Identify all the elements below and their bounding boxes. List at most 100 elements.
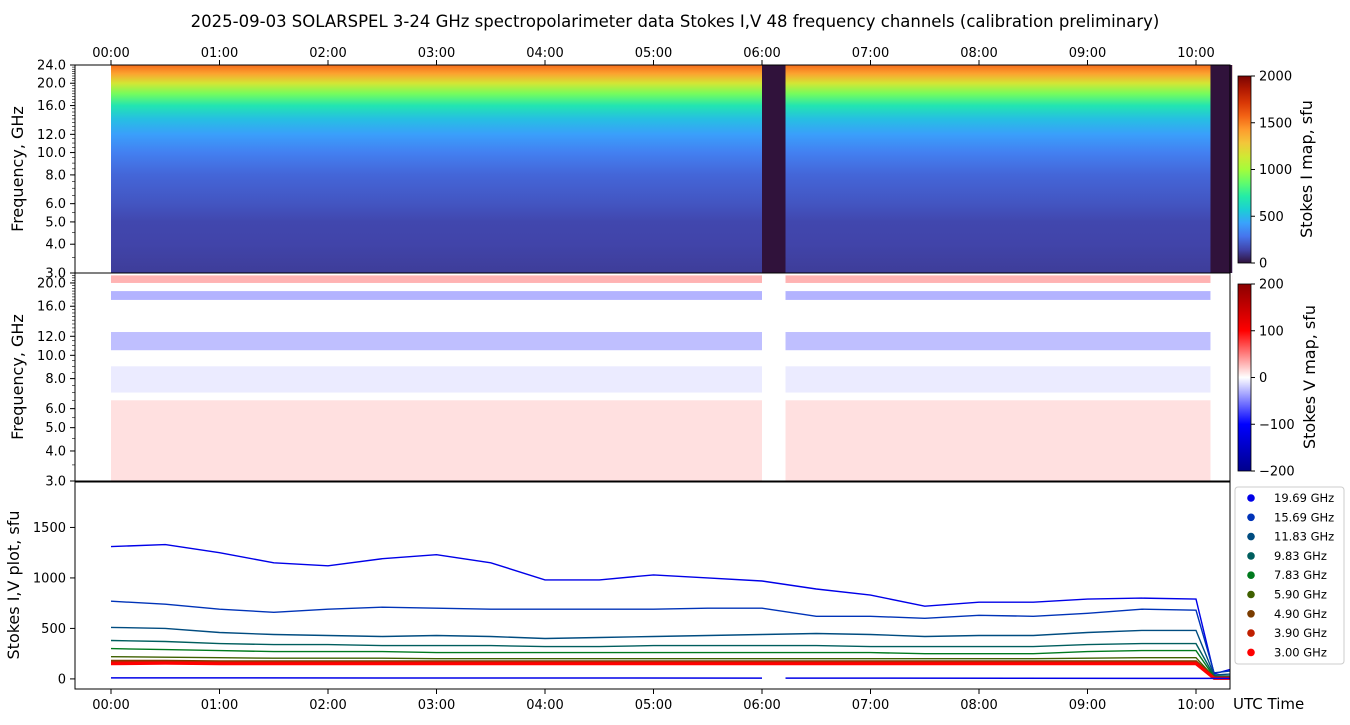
line-plot-ylabel: Stokes I,V plot, sfu — [4, 511, 23, 660]
stokes-line-plot-panel: 0 500 1000 1500 00:00 01:00 02:00 03:00 04:00 05… — [4, 481, 1304, 713]
stokes-i-colorbar-ticks: 0 500 1000 1500 2000 — [1251, 70, 1292, 272]
stokes-v-colorbar-tick-label: 200 — [1259, 278, 1284, 293]
stokes-v-y-tick-label: 12.0 — [37, 330, 66, 345]
stokes-v-colorbar-tick-label: 100 — [1259, 324, 1284, 339]
stokes-i-y-tick-label: 16.0 — [37, 99, 66, 114]
stokes-v-colorbar-ticks: −200 −100 0 100 200 — [1251, 278, 1295, 480]
legend-marker — [1247, 648, 1255, 657]
bottom-time-tick-label: 01:00 — [201, 698, 238, 713]
stokes-i-y-tick-label: 12.0 — [37, 128, 66, 143]
legend-label: 9.83 GHz — [1274, 549, 1327, 563]
legend-label: 5.90 GHz — [1274, 588, 1327, 602]
stokes-v-y-tick-label: 20.0 — [37, 276, 66, 291]
stokes-i-colorbar-tick-label: 2000 — [1259, 70, 1292, 85]
top-time-tick-label: 09:00 — [1069, 46, 1106, 61]
legend-label: 15.69 GHz — [1274, 510, 1334, 524]
top-time-axis: 00:00 01:00 02:00 03:00 04:00 05:00 06:00 07:00… — [92, 46, 1215, 65]
stokes-i-colorbar: 0 500 1000 1500 2000 Stokes I map, sfu — [1237, 70, 1316, 272]
stokes-v-frequency-axis: 3.0 4.0 5.0 6.0 8.0 10.0 12.0 16.0 20.0 — [37, 272, 75, 490]
top-time-tick-label: 05:00 — [635, 46, 672, 61]
stokes-v-y-tick-label: 8.0 — [45, 372, 66, 387]
x-axis-label: UTC Time — [1233, 695, 1304, 713]
legend-marker — [1247, 494, 1255, 502]
series-line-7-83-ghz — [110, 647, 1230, 678]
top-time-tick-label: 03:00 — [418, 46, 455, 61]
legend-label: 7.83 GHz — [1274, 568, 1327, 582]
bottom-time-tick-label: 05:00 — [635, 698, 672, 713]
stokes-i-y-tick-label: 4.0 — [45, 238, 66, 253]
stokes-v-colorbar-tick-label: −100 — [1259, 418, 1295, 433]
legend-label: 3.00 GHz — [1274, 645, 1327, 659]
legend-label: 19.69 GHz — [1274, 491, 1334, 505]
bottom-time-tick-label: 04:00 — [526, 698, 563, 713]
stokes-v-colorbar: −200 −100 0 100 200 Stokes V map, sfu — [1237, 278, 1319, 480]
stokes-v-y-tick-label: 10.0 — [37, 349, 66, 364]
stokes-i-y-tick-label: 20.0 — [37, 77, 66, 92]
figure-title: 2025-09-03 SOLARSPEL 3-24 GHz spectropol… — [191, 12, 1160, 31]
stokes-v-colorbar-tick-label: 0 — [1259, 371, 1267, 386]
top-time-tick-label: 02:00 — [309, 46, 346, 61]
line-plot-legend: 19.69 GHz 15.69 GHz 11.83 GHz 9.83 GHz 7.83 … — [1234, 486, 1345, 665]
stokes-i-frequency-axis: 3.0 4.0 5.0 6.0 8.0 10.0 12.0 16.0 20.0 24.0 — [37, 59, 75, 282]
legend-marker — [1247, 610, 1255, 618]
line-plot-y-tick-label: 1500 — [33, 521, 66, 536]
stokes-i-heatmap — [111, 65, 1233, 273]
stokes-v-y-tick-label: 5.0 — [45, 421, 66, 436]
stokes-v-colorbar-gradient — [1237, 283, 1252, 472]
legend-label: 3.90 GHz — [1274, 626, 1327, 640]
bottom-time-tick-label: 06:00 — [743, 698, 780, 713]
stokes-i-colorbar-gradient — [1237, 75, 1252, 264]
stokes-v-data-gaps — [762, 273, 1233, 481]
legend-marker — [1247, 590, 1255, 599]
series-line-19-69-ghz — [110, 543, 1230, 675]
bottom-time-tick-label: 09:00 — [1069, 698, 1106, 713]
stokes-v-colorbar-label: Stokes V map, sfu — [1300, 305, 1319, 449]
series-line-3-00-ghz — [110, 661, 1230, 680]
stokes-v-bands — [111, 275, 1233, 481]
stokes-i-y-tick-label: 6.0 — [45, 197, 66, 212]
stokes-v-band — [111, 400, 1233, 481]
stokes-v-ylabel: Frequency, GHz — [8, 314, 27, 440]
legend-marker — [1247, 513, 1255, 522]
top-time-tick-label: 07:00 — [852, 46, 889, 61]
top-time-tick-label: 08:00 — [960, 46, 997, 61]
stokes-v-band — [111, 291, 1233, 300]
bottom-time-axis: 00:00 01:00 02:00 03:00 04:00 05:00 06:00 07:00… — [92, 689, 1215, 713]
legend-marker — [1247, 552, 1255, 560]
legend-label: 11.83 GHz — [1274, 530, 1334, 544]
legend-marker — [1247, 629, 1255, 637]
stokes-v-band — [111, 366, 1233, 393]
line-plot-y-tick-label: 1000 — [33, 571, 66, 586]
top-time-tick-label: 01:00 — [201, 46, 238, 61]
stokes-line-series — [110, 543, 1230, 680]
bottom-time-tick-label: 03:00 — [418, 698, 455, 713]
series-line-9-83-ghz — [110, 639, 1230, 677]
stokes-v-y-tick-label: 4.0 — [45, 444, 66, 459]
stokes-i-y-tick-label: 24.0 — [37, 59, 66, 74]
stokes-i-colorbar-tick-label: 0 — [1259, 257, 1267, 272]
stokes-i-data-gaps — [762, 65, 1233, 273]
stokes-v-gap — [1210, 273, 1233, 481]
stokes-v-gap — [762, 273, 786, 481]
bottom-time-tick-label: 02:00 — [309, 698, 346, 713]
stokes-v-map-panel: 3.0 4.0 5.0 6.0 8.0 10.0 12.0 16.0 20.0 Frequenc… — [8, 272, 1233, 490]
stokes-i-gap — [1210, 65, 1233, 273]
series-line-11-83-ghz — [110, 626, 1230, 676]
top-time-tick-label: 04:00 — [526, 46, 563, 61]
bottom-time-tick-label: 10:00 — [1177, 698, 1214, 713]
stokes-i-colorbar-tick-label: 1500 — [1259, 116, 1292, 131]
stokes-v-y-tick-label: 3.0 — [45, 475, 66, 490]
legend-frame — [1234, 486, 1345, 665]
line-plot-y-tick-label: 0 — [58, 672, 66, 687]
stokes-i-gap — [762, 65, 786, 273]
legend-marker — [1247, 571, 1255, 579]
stokes-i-ylabel: Frequency, GHz — [8, 106, 27, 232]
stokes-i-y-tick-label: 5.0 — [45, 215, 66, 230]
stokes-v-axes-frame — [74, 272, 1231, 482]
legend-marker — [1247, 532, 1255, 541]
stokes-i-y-tick-label: 8.0 — [45, 168, 66, 183]
bottom-time-tick-label: 00:00 — [92, 698, 129, 713]
top-time-tick-label: 00:00 — [92, 46, 129, 61]
stokes-v-band — [111, 275, 1233, 283]
line-plot-y-axis: 0 500 1000 1500 — [33, 521, 75, 687]
